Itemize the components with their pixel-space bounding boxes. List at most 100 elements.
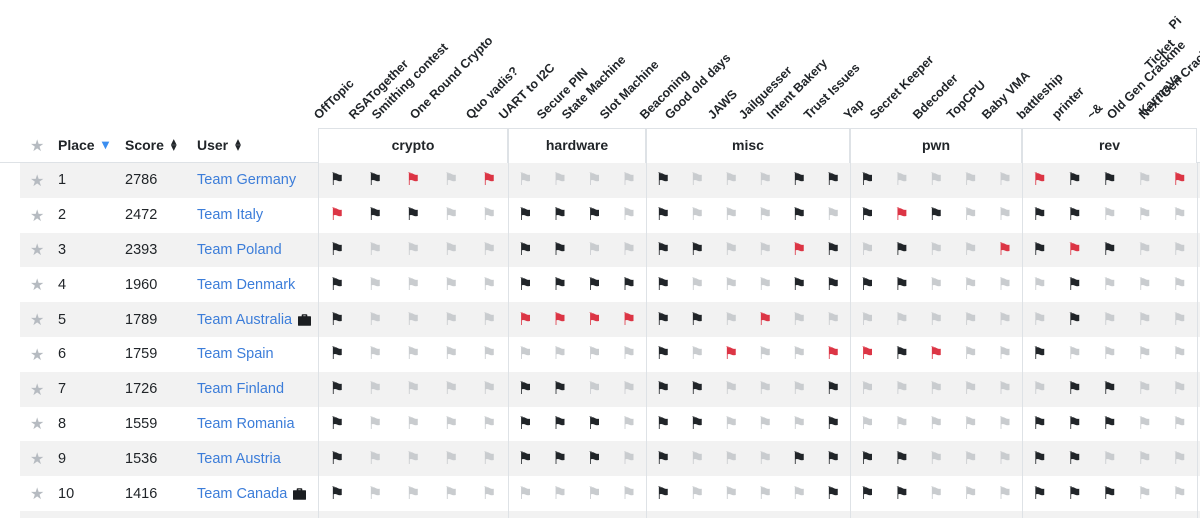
flag-icon-secret-keeper: ⚑ xyxy=(893,309,910,330)
flag-icon-topcpu: ⚑ xyxy=(962,170,979,191)
flag-icon-intent-bakery: ⚑ xyxy=(791,483,807,504)
team-link[interactable]: Team Denmark xyxy=(197,276,296,293)
flag-icon-intent-bakery: ⚑ xyxy=(791,274,807,295)
flag-icon-beaconing: ⚑ xyxy=(655,274,671,295)
user-cell[interactable]: Team Italy xyxy=(197,198,263,233)
briefcase-icon xyxy=(298,313,312,326)
flag-icon-one-round-crypto: ⚑ xyxy=(443,170,459,191)
user-cell[interactable]: Team Finland xyxy=(197,372,284,407)
flag-icon-secure-pin: ⚑ xyxy=(552,483,568,504)
flag-icon-baby-vma: ⚑ xyxy=(997,239,1013,260)
place-value: 10 xyxy=(58,485,75,502)
user-cell[interactable]: Team Poland xyxy=(197,233,282,268)
flag-icon-symbol: ⚑ xyxy=(1101,448,1118,469)
table-header: ★ Place ▼ Score ▲ ▼ User ▲ ▼ crypto hardwar… xyxy=(0,128,1200,163)
favorite-star-icon[interactable]: ★ xyxy=(30,484,45,504)
category-header-pwn: pwn xyxy=(850,128,1022,163)
flag-icon-old-gen-crackme: ⚑ xyxy=(1136,413,1153,434)
score-value: 1960 xyxy=(125,276,158,293)
team-link[interactable]: Team Germany xyxy=(197,172,297,189)
flag-icon-one-round-crypto: ⚑ xyxy=(443,379,459,400)
flag-icon-battleship: ⚑ xyxy=(1031,274,1048,295)
team-link[interactable]: Team Australia xyxy=(197,311,293,328)
flag-icon-battleship: ⚑ xyxy=(1031,483,1048,504)
flag-icon-symbol: ⚑ xyxy=(1101,379,1118,400)
flag-icon-old-gen-crackme: ⚑ xyxy=(1136,170,1153,191)
flag-icon-state-machine: ⚑ xyxy=(586,309,602,330)
flag-icon-slot-machine: ⚑ xyxy=(621,344,637,365)
flag-icon-jailguesser: ⚑ xyxy=(757,483,773,504)
flag-icon-smithing-contest: ⚑ xyxy=(405,309,421,330)
challenge-label-clipped-pi: Pi xyxy=(1166,13,1185,32)
place-value: 8 xyxy=(58,415,67,432)
flag-icon-battleship: ⚑ xyxy=(1031,344,1048,365)
column-header-place[interactable]: Place ▼ xyxy=(58,128,109,162)
favorite-star-icon[interactable]: ★ xyxy=(30,379,45,399)
team-link[interactable]: Team Spain xyxy=(197,346,274,363)
flag-icon-battleship: ⚑ xyxy=(1031,413,1048,434)
team-link[interactable]: Team Finland xyxy=(197,381,285,398)
team-link[interactable]: Team Romania xyxy=(197,415,295,432)
flag-icon-yap: ⚑ xyxy=(859,344,875,365)
favorite-star-icon[interactable]: ★ xyxy=(30,275,45,295)
flag-icon-trust-issues: ⚑ xyxy=(825,274,841,295)
favorite-star-icon[interactable]: ★ xyxy=(30,414,45,434)
flag-icon-one-round-crypto: ⚑ xyxy=(443,413,459,434)
team-link[interactable]: Team Canada xyxy=(197,485,288,502)
category-divider xyxy=(850,163,851,518)
flag-icon-offtopic: ⚑ xyxy=(329,170,345,191)
favorite-star-icon[interactable]: ★ xyxy=(30,344,45,364)
flag-icon-trust-issues: ⚑ xyxy=(825,448,841,469)
flag-icon-good-old-days: ⚑ xyxy=(689,448,705,469)
user-cell[interactable]: Team Austria xyxy=(197,441,281,476)
flag-icon-state-machine: ⚑ xyxy=(586,448,602,469)
flag-icon-secure-pin: ⚑ xyxy=(552,205,568,226)
flag-icon-slot-machine: ⚑ xyxy=(621,379,637,400)
flag-icon-secret-keeper: ⚑ xyxy=(893,239,910,260)
place-value: 2 xyxy=(58,207,67,224)
team-link[interactable]: Team Italy xyxy=(197,207,264,224)
flag-icon-battleship: ⚑ xyxy=(1031,309,1048,330)
flag-icon-intent-bakery: ⚑ xyxy=(791,239,807,260)
flag-icon-next-gen-crackme: ⚑ xyxy=(1171,309,1188,330)
flag-icon-slot-machine: ⚑ xyxy=(621,239,637,260)
user-cell[interactable]: Team Germany xyxy=(197,163,296,198)
flag-icon-printer: ⚑ xyxy=(1066,448,1083,469)
place-value: 6 xyxy=(58,346,67,363)
flag-icon-next-gen-crackme: ⚑ xyxy=(1171,379,1188,400)
flag-icon-secret-keeper: ⚑ xyxy=(893,274,910,295)
team-link[interactable]: Team Austria xyxy=(197,450,281,467)
flag-icon-old-gen-crackme: ⚑ xyxy=(1136,309,1153,330)
favorite-star-icon[interactable]: ★ xyxy=(30,205,45,225)
favorite-star-icon[interactable]: ★ xyxy=(30,170,45,190)
favorite-star-icon[interactable]: ★ xyxy=(30,310,45,330)
user-cell[interactable]: Team Denmark xyxy=(197,267,295,302)
table-row: ★ 4 1960 Team Denmark ⚑ ⚑ ⚑ ⚑ ⚑ ⚑ ⚑ ⚑ ⚑ ⚑ ⚑ ⚑ ⚑ ⚑ ⚑ ⚑ ⚑ ⚑ ⚑ ⚑ ⚑ ⚑… xyxy=(0,267,1200,302)
flag-icon-rsatogether: ⚑ xyxy=(367,448,383,469)
flag-icon-good-old-days: ⚑ xyxy=(689,379,705,400)
favorite-star-icon[interactable]: ★ xyxy=(30,449,45,469)
flag-icon-secure-pin: ⚑ xyxy=(552,379,568,400)
flag-icon-baby-vma: ⚑ xyxy=(997,309,1013,330)
user-cell[interactable]: Team Romania xyxy=(197,407,295,442)
flag-icon-bdecoder: ⚑ xyxy=(928,239,944,260)
user-cell[interactable]: Team Australia xyxy=(197,302,312,337)
category-header-crypto: crypto xyxy=(318,128,508,163)
user-cell[interactable]: Team Spain xyxy=(197,337,274,372)
place-value: 9 xyxy=(58,450,67,467)
flag-icon-topcpu: ⚑ xyxy=(962,413,979,434)
column-header-user[interactable]: User ▲ ▼ xyxy=(197,128,241,162)
flag-icon-printer: ⚑ xyxy=(1066,239,1083,260)
flag-icon-jaws: ⚑ xyxy=(723,239,739,260)
column-header-score[interactable]: Score ▲ ▼ xyxy=(125,128,177,162)
user-cell[interactable]: Team Canada xyxy=(197,476,307,511)
team-link[interactable]: Team Poland xyxy=(197,241,282,258)
flag-icon-topcpu: ⚑ xyxy=(962,274,979,295)
flag-icon-jailguesser: ⚑ xyxy=(757,379,773,400)
flag-icon-yap: ⚑ xyxy=(859,413,875,434)
flag-icon-uart-to-i2c: ⚑ xyxy=(517,344,533,365)
flag-icon-good-old-days: ⚑ xyxy=(689,170,705,191)
table-row: ★ 3 2393 Team Poland ⚑ ⚑ ⚑ ⚑ ⚑ ⚑ ⚑ ⚑ ⚑ ⚑ ⚑ ⚑ ⚑ ⚑ ⚑ ⚑ ⚑ ⚑ ⚑ ⚑ ⚑ ⚑ ⚑… xyxy=(0,232,1200,268)
favorite-star-icon[interactable]: ★ xyxy=(30,240,45,260)
